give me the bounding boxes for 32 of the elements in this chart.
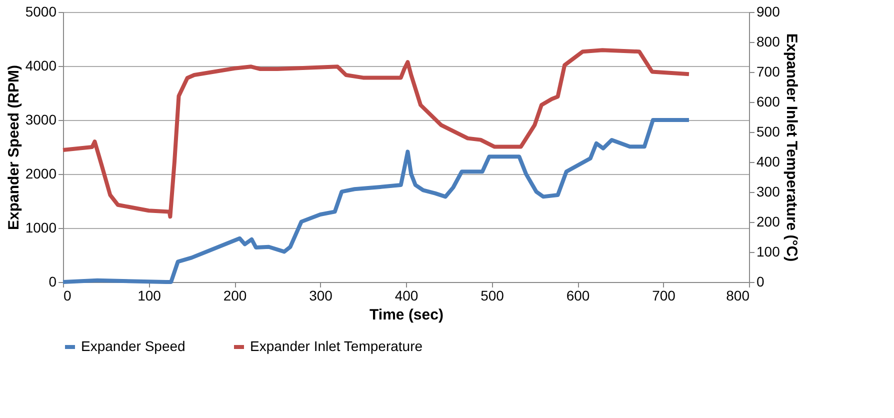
x-tick-label: 600 <box>566 288 590 304</box>
y2-axis-title: Expander Inlet Temperature (°C) <box>782 33 800 262</box>
x-tick-label: 800 <box>726 288 750 304</box>
y-tick-label: 0 <box>48 274 57 290</box>
y2-tick-label: 300 <box>756 184 780 200</box>
y-tick-label: 4000 <box>25 58 57 74</box>
y2-tick-label: 200 <box>756 214 780 230</box>
y2-tick-label: 100 <box>756 244 780 260</box>
y-tick-label: 2000 <box>25 166 57 182</box>
legend-label: Expander Inlet Temperature <box>250 338 423 354</box>
y-tick-label: 5000 <box>25 4 57 20</box>
x-axis-title: Time (sec) <box>370 306 444 324</box>
x-tick-label: 700 <box>652 288 676 304</box>
y2-tick-label: 400 <box>756 154 780 170</box>
y2-tick-label: 900 <box>756 4 780 20</box>
y-tick-label: 3000 <box>25 112 57 128</box>
line-series <box>61 118 691 284</box>
y2-tick-label: 800 <box>756 34 780 50</box>
legend-label: Expander Speed <box>81 338 186 354</box>
y2-tick-label: 0 <box>756 274 764 290</box>
x-tick-label: 0 <box>64 288 72 304</box>
x-tick-label: 200 <box>223 288 247 304</box>
y2-tick-label: 700 <box>756 64 780 80</box>
y-axis-title: Expander Speed (RPM) <box>5 64 22 230</box>
y2-tick-label: 600 <box>756 94 780 110</box>
x-tick-label: 500 <box>480 288 504 304</box>
y-tick-label: 1000 <box>25 220 57 236</box>
y2-tick-label: 500 <box>756 124 780 140</box>
x-tick-label: 300 <box>309 288 333 304</box>
x-tick-label: 100 <box>138 288 162 304</box>
x-tick-label: 400 <box>394 288 418 304</box>
line-series <box>61 48 691 219</box>
